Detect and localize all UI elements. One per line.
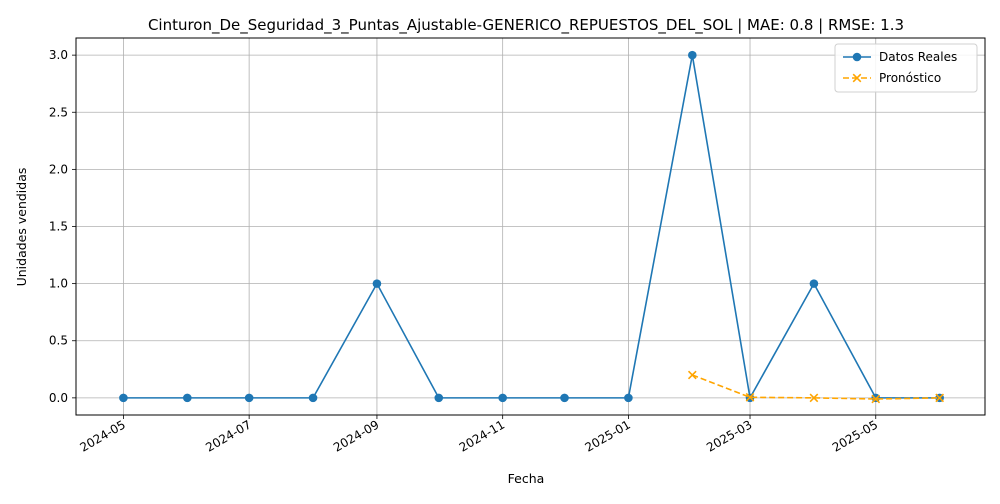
data-point — [687, 370, 697, 380]
data-point — [809, 279, 819, 288]
y-tick-label: 1.5 — [49, 220, 68, 234]
y-tick-label: 2.0 — [49, 162, 68, 176]
x-tick-label: 2024-05 — [77, 417, 127, 454]
series-layer — [119, 50, 945, 404]
y-tick-label: 1.0 — [49, 277, 68, 291]
series-line — [123, 54, 940, 401]
y-axis-label: Unidades vendidas — [14, 168, 29, 287]
x-tick-label: 2024-07 — [203, 417, 253, 454]
data-point — [498, 393, 507, 403]
data-point — [372, 279, 382, 288]
x-tick-label: 2025-03 — [704, 417, 754, 454]
legend-label: Datos Reales — [879, 50, 957, 64]
data-point — [688, 50, 697, 60]
y-tick-label: 3.0 — [49, 48, 68, 62]
data-point — [244, 393, 254, 403]
data-point — [935, 393, 945, 403]
legend-marker — [852, 73, 862, 83]
data-point — [809, 393, 819, 403]
x-tick-label: 2025-01 — [582, 417, 632, 454]
data-point — [745, 392, 755, 402]
legend-marker — [852, 52, 862, 62]
y-tick-label: 0.0 — [49, 391, 68, 405]
y-tick-label: 2.5 — [49, 105, 68, 119]
data-point — [119, 393, 128, 403]
data-point — [871, 394, 881, 404]
data-point — [308, 393, 318, 403]
data-point — [434, 393, 444, 403]
chart-title: Cinturon_De_Seguridad_3_Puntas_Ajustable… — [148, 16, 904, 35]
legend-item: Datos Reales — [843, 50, 957, 64]
legend: Datos Reales Pronóstico — [834, 43, 978, 93]
x-tick-label: 2024-09 — [331, 417, 381, 454]
axes: 0.0 0.5 1.0 1.5 2.0 2.5 3.0 2024-05 2024-07 2024-… — [49, 48, 880, 455]
data-point — [183, 393, 192, 403]
legend-box — [834, 43, 978, 93]
data-point — [871, 393, 881, 403]
x-tick-label: 2024-11 — [457, 417, 507, 454]
x-axis-label: Fecha — [508, 471, 545, 486]
series-1 — [687, 370, 945, 404]
data-point — [560, 393, 569, 403]
legend-label: Pronóstico — [879, 71, 941, 85]
series-line — [692, 374, 940, 400]
legend-item: Pronóstico — [843, 71, 941, 85]
y-tick-label: 0.5 — [49, 334, 68, 348]
data-point — [624, 393, 633, 403]
x-tick-label: 2025-05 — [830, 417, 880, 454]
grid — [76, 38, 985, 415]
